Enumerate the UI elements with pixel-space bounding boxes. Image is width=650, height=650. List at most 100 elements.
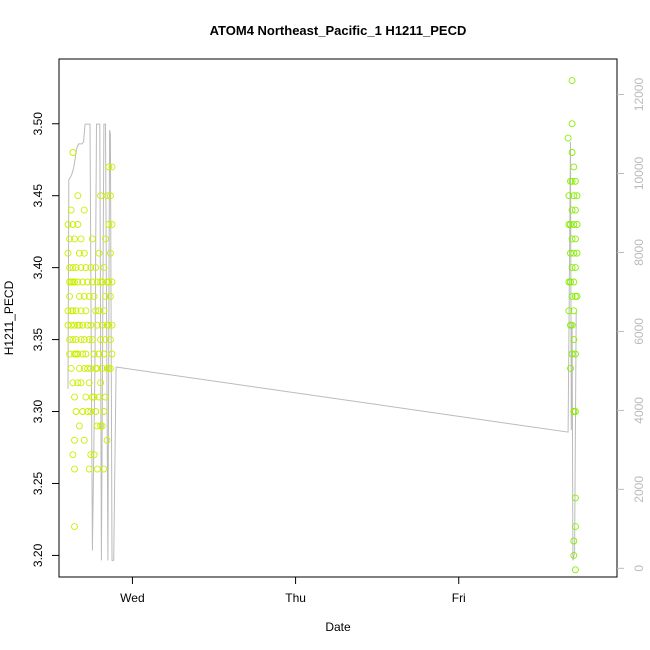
data-point [71, 436, 78, 444]
data-point [90, 292, 98, 300]
data-point [105, 321, 113, 329]
data-point [106, 292, 114, 300]
data-point [85, 336, 93, 344]
data-point [72, 408, 80, 415]
data-point [88, 336, 96, 344]
points-layer [64, 77, 581, 574]
plot-frame [58, 58, 618, 578]
data-point [74, 221, 82, 228]
data-point [567, 221, 574, 228]
data-point [64, 221, 72, 228]
data-point [66, 235, 74, 243]
data-point [571, 494, 579, 502]
y-tick-label: 3.50 [31, 112, 45, 136]
data-point [69, 221, 77, 228]
data-point [571, 264, 579, 272]
data-point [570, 192, 578, 200]
data-point [79, 350, 87, 358]
data-point [77, 379, 85, 387]
x-tick-label: Wed [120, 591, 144, 605]
data-point [570, 249, 578, 257]
data-point [66, 350, 74, 358]
data-point [87, 451, 95, 459]
data-point [82, 307, 90, 315]
data-point [80, 249, 88, 257]
data-point [67, 206, 75, 214]
data-point [108, 221, 116, 228]
data-point [79, 321, 87, 329]
data-point [571, 206, 579, 214]
data-point [77, 307, 85, 315]
data-point [95, 249, 103, 257]
data-point [567, 364, 574, 372]
data-point [568, 206, 576, 214]
data-point [106, 249, 114, 257]
data-point [568, 235, 576, 243]
data-point [568, 177, 576, 185]
y-axis-right: 0 2000 4000 6000 8000 10000 12000 [617, 78, 646, 572]
data-point [88, 278, 96, 286]
data-point [72, 307, 80, 315]
data-point [74, 350, 82, 358]
data-point [82, 393, 90, 401]
data-point [64, 249, 72, 257]
data-point [87, 364, 95, 372]
y2-tick-label: 8000 [632, 239, 646, 266]
data-point [98, 278, 106, 286]
data-point [565, 192, 573, 200]
data-point [108, 163, 116, 171]
y-tick-label: 3.40 [31, 256, 45, 280]
data-point [103, 192, 111, 200]
data-point [74, 278, 82, 286]
data-point [69, 307, 77, 315]
y-tick-label: 3.20 [31, 543, 45, 567]
data-point [573, 221, 581, 228]
data-point [567, 249, 574, 257]
data-point [105, 278, 113, 286]
data-point [84, 364, 92, 372]
data-point [565, 307, 573, 315]
data-point [98, 364, 106, 372]
data-point [75, 321, 83, 329]
data-point [64, 321, 72, 329]
data-point [85, 292, 93, 300]
y2-tick-label: 6000 [632, 318, 646, 345]
data-point [93, 465, 101, 473]
y2-tick-label: 4000 [632, 397, 646, 424]
data-point [573, 292, 581, 300]
data-point [570, 537, 578, 545]
data-point [102, 336, 109, 344]
data-point [573, 192, 581, 200]
data-point [92, 408, 100, 415]
data-point [571, 408, 579, 415]
data-point [69, 149, 77, 156]
data-point [568, 264, 576, 272]
data-point [93, 321, 101, 329]
data-point [80, 364, 88, 372]
y2-tick-label: 12000 [632, 78, 646, 112]
data-point [106, 364, 114, 372]
data-point [75, 292, 83, 300]
data-point [571, 350, 579, 358]
data-point [100, 264, 108, 272]
data-point [98, 321, 106, 329]
data-point [571, 566, 579, 574]
data-point [71, 465, 78, 473]
data-point [105, 221, 113, 228]
data-point [571, 235, 579, 243]
data-point [67, 364, 75, 372]
y-axis-left: 3.20 3.25 3.30 3.35 3.40 3.45 3.50 [31, 112, 59, 567]
data-point [97, 379, 105, 387]
data-point [570, 551, 578, 559]
data-point [77, 336, 85, 344]
data-point [66, 336, 74, 344]
data-point [103, 436, 111, 444]
y-axis-label: H1211_PECD [2, 280, 16, 355]
data-point [93, 422, 101, 430]
data-point [570, 278, 578, 286]
y2-tick-label: 2000 [632, 476, 646, 503]
data-point [571, 523, 579, 531]
data-point [570, 163, 578, 171]
data-point [79, 278, 87, 286]
